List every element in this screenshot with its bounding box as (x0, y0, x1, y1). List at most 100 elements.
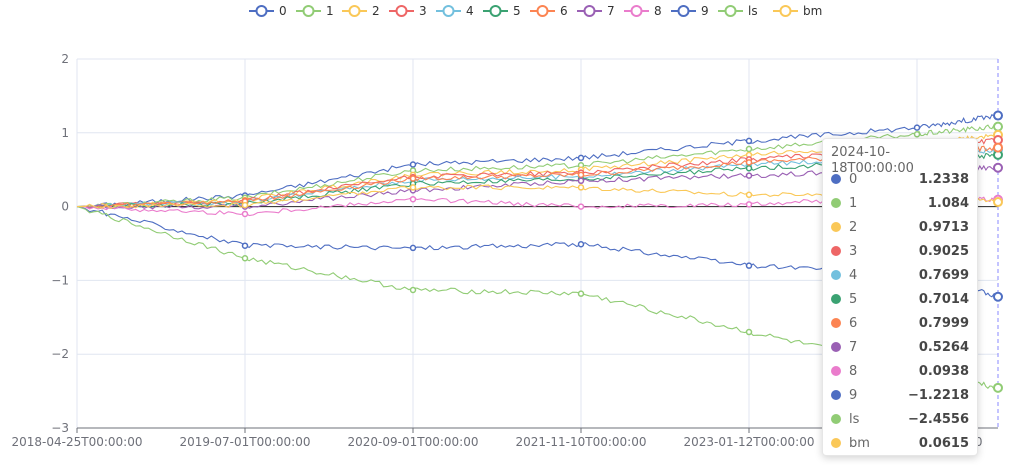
tooltip-series-value: 0.0615 (918, 435, 969, 451)
data-point (745, 145, 753, 153)
tooltip-row: 0 1.2338 (831, 167, 969, 191)
tooltip-row: 1 1.084 (831, 191, 969, 215)
tooltip-row: 4 0.7699 (831, 263, 969, 287)
data-point (745, 328, 753, 336)
tooltip-row: 7 0.5264 (831, 335, 969, 359)
legend-label: bm (803, 4, 822, 18)
tooltip-series-value: −2.4556 (907, 411, 969, 427)
data-point (913, 131, 921, 138)
data-point (993, 110, 1003, 121)
tooltip-series-value: −1.2218 (907, 387, 969, 403)
data-point (993, 197, 1003, 208)
data-point (993, 382, 1003, 393)
series-color-dot (831, 342, 841, 352)
data-point (745, 262, 753, 269)
tooltip-series-value: 0.7999 (918, 315, 969, 331)
data-point (577, 177, 585, 185)
data-point (745, 159, 753, 166)
tooltip-series-name: 1 (849, 195, 858, 211)
data-point (577, 171, 585, 179)
tooltip-row: 9 −1.2218 (831, 383, 969, 407)
data-point (409, 175, 417, 182)
tooltip-row: ls −2.4556 (831, 407, 969, 431)
y-tick-label: −2 (51, 347, 69, 361)
y-tick-label: 0 (61, 200, 69, 214)
legend-marker (302, 5, 315, 17)
data-point (577, 154, 585, 162)
data-point (745, 201, 753, 208)
data-point (745, 137, 753, 145)
legend-label: ls (748, 4, 758, 18)
y-tick-label: 1 (61, 126, 69, 140)
series-color-dot (831, 294, 841, 304)
tooltip-series-name: bm (849, 435, 870, 451)
tooltip-title: 2024-10-18T00:00:00 (831, 145, 914, 176)
legend-marker (630, 5, 643, 17)
legend-label: 1 (326, 4, 334, 18)
data-point (913, 124, 921, 131)
data-point (409, 244, 417, 252)
legend-label: 9 (701, 4, 709, 18)
tooltip-series-value: 0.9025 (918, 243, 969, 259)
chart-tooltip: 2024-10-18T00:00:00 0 1.2338 1 1.084 2 0.97… (822, 138, 978, 456)
tooltip-series-name: 4 (849, 267, 858, 283)
tooltip-rows: 0 1.2338 1 1.084 2 0.9713 3 0.9025 4 0.7699 5… (831, 167, 969, 455)
data-point (241, 255, 249, 262)
tooltip-row: 5 0.7014 (831, 287, 969, 311)
data-point (577, 240, 585, 248)
legend-marker (583, 5, 596, 17)
data-point (577, 184, 585, 191)
x-tick-label: 2019-07-01T00:00:00 (180, 435, 311, 449)
data-point (409, 195, 417, 203)
tooltip-series-value: 0.7014 (918, 291, 969, 307)
y-tick-label: 2 (61, 52, 69, 66)
tooltip-series-name: 2 (849, 219, 858, 235)
tooltip-series-name: 6 (849, 315, 858, 331)
legend-label: 3 (419, 4, 427, 18)
legend-label: 7 (607, 4, 615, 18)
series-color-dot (831, 366, 841, 376)
legend-marker (395, 5, 408, 17)
legend-marker (724, 5, 737, 17)
legend-marker (348, 5, 361, 17)
data-point (409, 184, 417, 191)
data-point (993, 121, 1003, 132)
tooltip-series-value: 0.7699 (918, 267, 969, 283)
data-point (409, 161, 417, 168)
x-tick-label: 2020-09-01T00:00:00 (348, 435, 479, 449)
tooltip-series-name: 3 (849, 243, 858, 259)
series-color-dot (831, 414, 841, 424)
series-color-dot (831, 174, 841, 184)
legend-marker (442, 5, 455, 17)
x-tick-label: 2023-01-12T00:00:00 (684, 435, 815, 449)
x-tick-label: 2021-11-10T00:00:00 (516, 435, 647, 449)
tooltip-series-value: 0.0938 (918, 363, 969, 379)
y-tick-label: −1 (51, 273, 69, 287)
tooltip-row: 3 0.9025 (831, 239, 969, 263)
data-point (745, 164, 753, 172)
tooltip-row: bm 0.0615 (831, 431, 969, 455)
legend-label: 4 (466, 4, 474, 18)
legend-label: 0 (279, 4, 287, 18)
tooltip-row: 6 0.7999 (831, 311, 969, 335)
tooltip-series-name: 9 (849, 387, 858, 403)
tooltip-series-value: 0.9713 (918, 219, 969, 235)
tooltip-series-value: 1.084 (927, 195, 969, 211)
tooltip-series-name: 5 (849, 291, 858, 307)
tooltip-series-name: 8 (849, 363, 858, 379)
legend-marker (536, 5, 549, 17)
series-color-dot (831, 198, 841, 208)
series-color-dot (831, 270, 841, 280)
legend-marker (489, 5, 502, 17)
legend-label: 5 (513, 4, 521, 18)
series-color-dot (831, 222, 841, 232)
y-tick-label: −3 (51, 421, 69, 435)
legend-marker (677, 5, 690, 17)
tooltip-series-name: ls (849, 411, 860, 427)
legend-label: 6 (560, 4, 568, 18)
tooltip-series-name: 7 (849, 339, 858, 355)
data-point (241, 242, 249, 249)
tooltip-row: 8 0.0938 (831, 359, 969, 383)
x-tick-label: 2018-04-25T00:00:00 (12, 435, 143, 449)
series-color-dot (831, 390, 841, 400)
